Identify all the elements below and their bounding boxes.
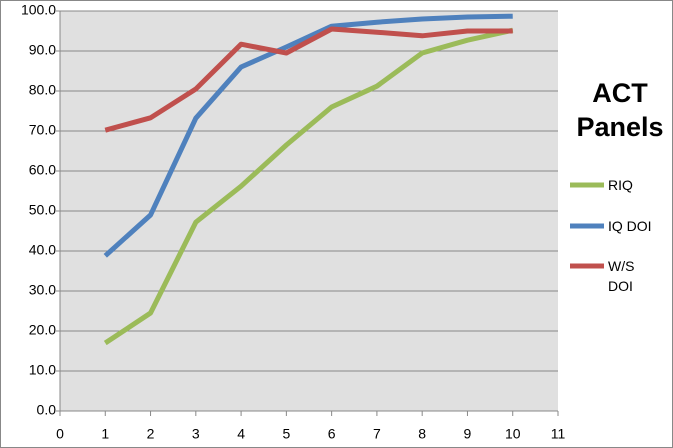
- y-tick-label: 100.0: [21, 2, 56, 18]
- y-tick-label: 20.0: [29, 322, 56, 338]
- y-tick-label: 40.0: [29, 242, 56, 258]
- series-line: [103, 13, 513, 258]
- series-line: [104, 26, 513, 133]
- y-tick-label: 0.0: [37, 402, 57, 418]
- x-tick-label: 7: [373, 426, 381, 442]
- legend-label: W/S DOI: [608, 258, 635, 294]
- y-tick-label: 50.0: [29, 202, 56, 218]
- x-tick-label: 2: [147, 426, 155, 442]
- x-tick-label: 4: [237, 426, 245, 442]
- x-tick-label: 8: [418, 426, 426, 442]
- x-tick-label: 0: [56, 426, 64, 442]
- y-tick-label: 70.0: [29, 122, 56, 138]
- legend-label: RIQ: [608, 177, 633, 193]
- y-tick-label: 60.0: [29, 162, 56, 178]
- x-tick-label: 9: [464, 426, 472, 442]
- y-tick-label: 80.0: [29, 82, 56, 98]
- x-tick-label: 6: [328, 426, 336, 442]
- y-tick-label: 90.0: [29, 42, 56, 58]
- x-tick-label: 10: [505, 426, 521, 442]
- x-tick-label: 3: [192, 426, 200, 442]
- x-tick-label: 1: [101, 426, 109, 442]
- y-tick-label: 30.0: [29, 282, 56, 298]
- x-tick-label: 5: [282, 426, 290, 442]
- series-line: [103, 27, 514, 346]
- chart-title: ACT Panels: [576, 78, 664, 142]
- y-tick-label: 10.0: [29, 362, 56, 378]
- legend-label: IQ DOI: [608, 218, 652, 234]
- x-tick-label: 11: [551, 426, 566, 442]
